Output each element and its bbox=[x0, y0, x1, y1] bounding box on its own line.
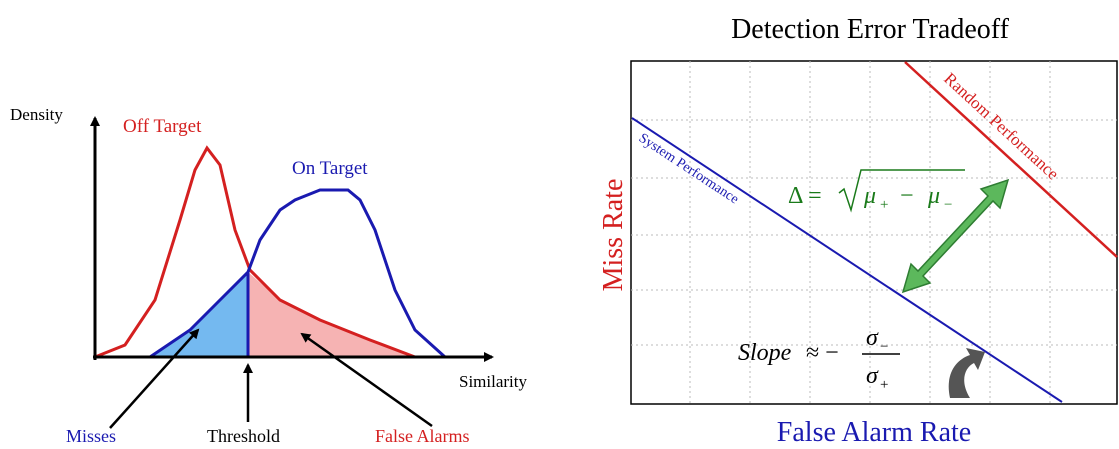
random-label: Random Performance bbox=[940, 69, 1062, 184]
threshold-label: Threshold bbox=[207, 426, 280, 446]
plot-frame bbox=[630, 60, 1118, 405]
delta-minus: − bbox=[900, 183, 914, 209]
mu-minus: μ bbox=[927, 183, 940, 209]
y-axis-label: Density bbox=[10, 105, 63, 124]
mu-plus: μ bbox=[863, 183, 876, 209]
misses-arrow bbox=[109, 328, 200, 429]
false-alarms-label: False Alarms bbox=[375, 426, 470, 446]
mu-minus-sub: − bbox=[944, 197, 952, 213]
y-axis-label: Miss Rate bbox=[598, 179, 629, 292]
sigma-den-sub: + bbox=[880, 377, 888, 393]
density-diagram: Density Similarity Off Target On Target … bbox=[10, 105, 528, 446]
slope-arrow bbox=[948, 348, 985, 398]
grid bbox=[631, 61, 1117, 404]
misses-area bbox=[150, 272, 248, 357]
off-target-label: Off Target bbox=[123, 116, 202, 137]
misses-label: Misses bbox=[66, 426, 116, 446]
slope-lhs: Slope bbox=[738, 340, 792, 366]
on-target-label: On Target bbox=[292, 158, 368, 179]
det-title: Detection Error Tradeoff bbox=[731, 14, 1010, 45]
delta-lhs: Δ = bbox=[788, 183, 822, 209]
det-diagram: Detection Error Tradeoff System Performa… bbox=[598, 14, 1118, 448]
mu-plus-sub: + bbox=[880, 197, 888, 213]
sigma-num-sub: − bbox=[880, 339, 888, 355]
x-axis-label: Similarity bbox=[459, 372, 528, 391]
delta-formula: Δ = μ + − μ − bbox=[788, 169, 965, 213]
random-line bbox=[904, 61, 1118, 258]
x-axis-label: False Alarm Rate bbox=[777, 417, 971, 448]
off-target-curve bbox=[94, 145, 416, 359]
on-target-curve bbox=[149, 188, 447, 359]
slope-formula: Slope ≈ − σ − σ + bbox=[738, 325, 900, 393]
slope-approx: ≈ − bbox=[806, 340, 839, 366]
system-label: System Performance bbox=[636, 131, 741, 208]
distance-arrow bbox=[901, 178, 1010, 294]
false-alarms-arrow bbox=[300, 332, 433, 428]
system-line bbox=[631, 117, 1063, 403]
sqrt-sign bbox=[838, 169, 965, 213]
sigma-den: σ bbox=[866, 363, 879, 389]
false-alarm-area bbox=[248, 272, 415, 357]
sigma-num: σ bbox=[866, 325, 879, 351]
